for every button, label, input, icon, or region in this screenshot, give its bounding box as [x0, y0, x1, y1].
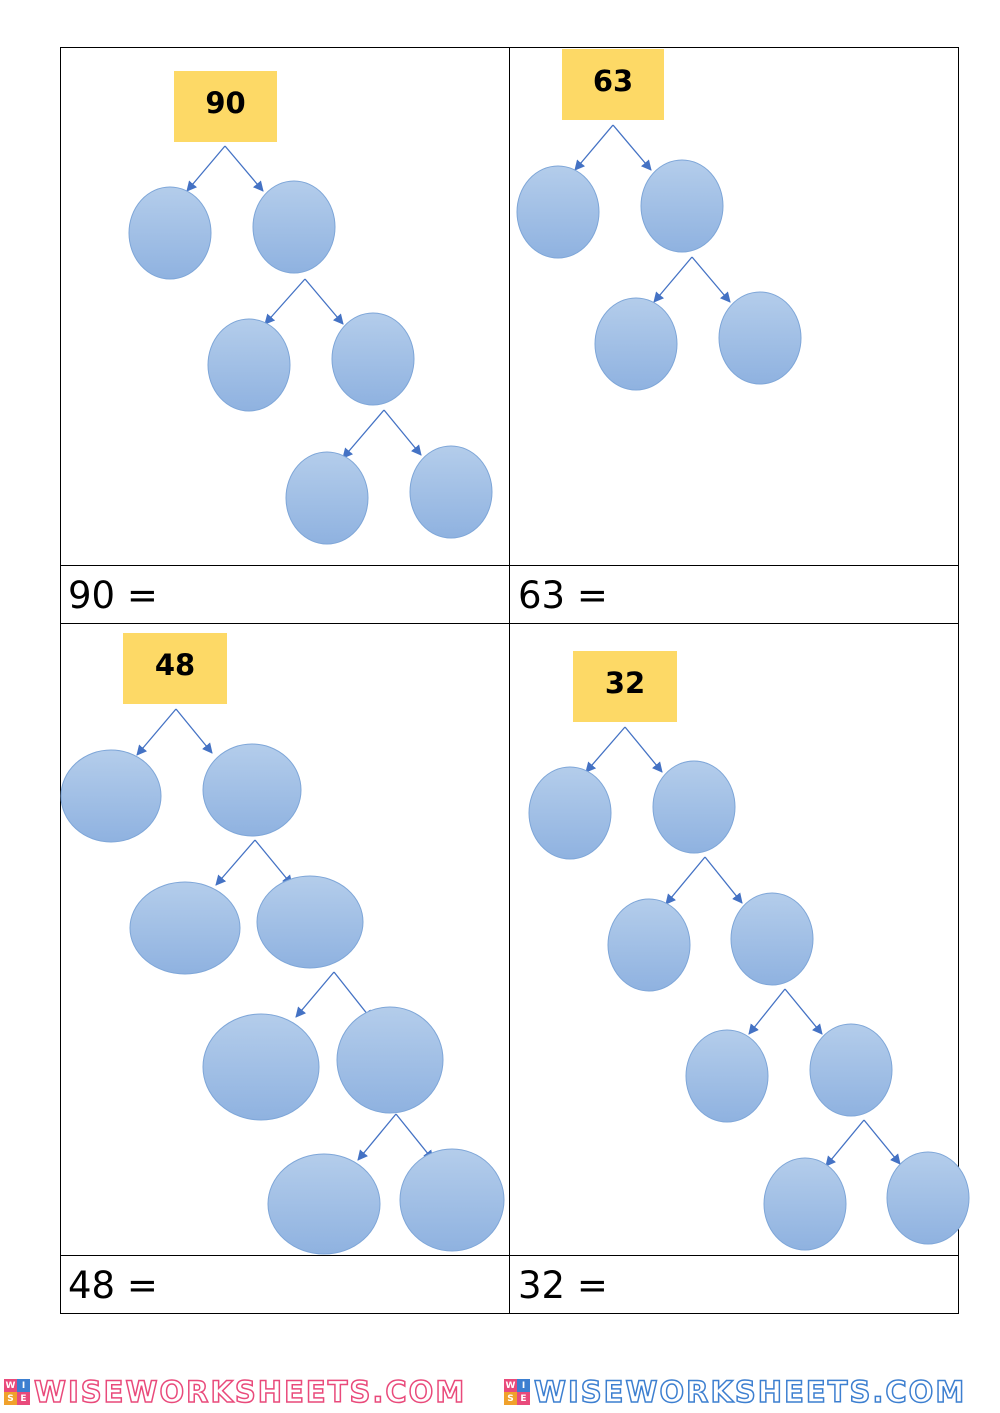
factor-nodes [60, 743, 505, 1255]
factor-node[interactable] [128, 186, 212, 280]
factor-tree-48: 48 [60, 633, 505, 1255]
factor-node[interactable] [730, 892, 814, 986]
logo-letter: W [504, 1379, 517, 1392]
factor-node[interactable] [607, 898, 691, 992]
worksheet-canvas: 90 63 [60, 47, 970, 1314]
factor-node[interactable] [331, 312, 415, 406]
factor-tree-32: 32 [528, 651, 970, 1251]
factor-node[interactable] [252, 180, 336, 274]
worksheet-grid [60, 47, 959, 1314]
logo-letter: I [17, 1379, 30, 1392]
branch-arrows [574, 124, 731, 303]
factor-tree-90: 90 [128, 71, 493, 545]
branch-arrows [186, 145, 422, 459]
logo-letter: S [4, 1392, 17, 1405]
wise-logo-icon: W I S E [4, 1379, 30, 1405]
brand-text: WISEWORKSHEETS.COM [533, 1374, 967, 1410]
number-label: 63 [593, 64, 633, 98]
number-label: 48 [155, 648, 195, 682]
logo-letter: E [17, 1392, 30, 1405]
equation-label-63: 63 = [518, 574, 608, 617]
equation-label-48: 48 = [68, 1264, 158, 1307]
factor-node[interactable] [409, 445, 493, 539]
factor-node[interactable] [336, 1006, 444, 1114]
number-box [573, 651, 677, 722]
factor-node[interactable] [202, 743, 302, 837]
factor-node[interactable] [763, 1157, 847, 1251]
factor-node[interactable] [685, 1029, 769, 1123]
brand-logo-right: W I S E WISEWORKSHEETS.COM [504, 1372, 966, 1412]
wise-logo-icon: W I S E [504, 1379, 530, 1405]
brand-logo-left: W I S E WISEWORKSHEETS.COM [4, 1372, 466, 1412]
brand-text: WISEWORKSHEETS.COM [33, 1374, 467, 1410]
equation-label-90: 90 = [68, 574, 158, 617]
branch-arrows [136, 708, 434, 1161]
branch-arrows [585, 726, 901, 1167]
factor-node[interactable] [718, 291, 802, 385]
factor-node[interactable] [202, 1013, 320, 1121]
factor-node[interactable] [285, 451, 369, 545]
factor-node[interactable] [267, 1153, 381, 1255]
logo-letter: S [504, 1392, 517, 1405]
factor-node[interactable] [516, 165, 600, 259]
factor-node[interactable] [594, 297, 678, 391]
logo-letter: W [4, 1379, 17, 1392]
factor-node[interactable] [528, 766, 612, 860]
factor-node[interactable] [886, 1151, 970, 1245]
logo-letter: E [517, 1392, 530, 1405]
factor-node[interactable] [652, 760, 736, 854]
factor-node[interactable] [60, 749, 162, 843]
factor-node[interactable] [256, 875, 364, 969]
footer: W I S E WISEWORKSHEETS.COM W I S E WISEW… [0, 1372, 1000, 1412]
number-box [562, 49, 664, 120]
number-box [123, 633, 227, 704]
equation-label-32: 32 = [518, 1264, 608, 1307]
factor-nodes [128, 180, 493, 545]
number-box [174, 71, 277, 142]
factor-node[interactable] [399, 1148, 505, 1252]
factor-node[interactable] [640, 159, 724, 253]
number-label: 32 [605, 666, 645, 700]
logo-letter: I [517, 1379, 530, 1392]
factor-node[interactable] [207, 318, 291, 412]
factor-node[interactable] [809, 1023, 893, 1117]
factor-node[interactable] [129, 881, 241, 975]
factor-nodes [528, 760, 970, 1251]
factor-nodes [516, 159, 802, 391]
factor-tree-63: 63 [516, 49, 802, 391]
number-label: 90 [205, 86, 245, 120]
